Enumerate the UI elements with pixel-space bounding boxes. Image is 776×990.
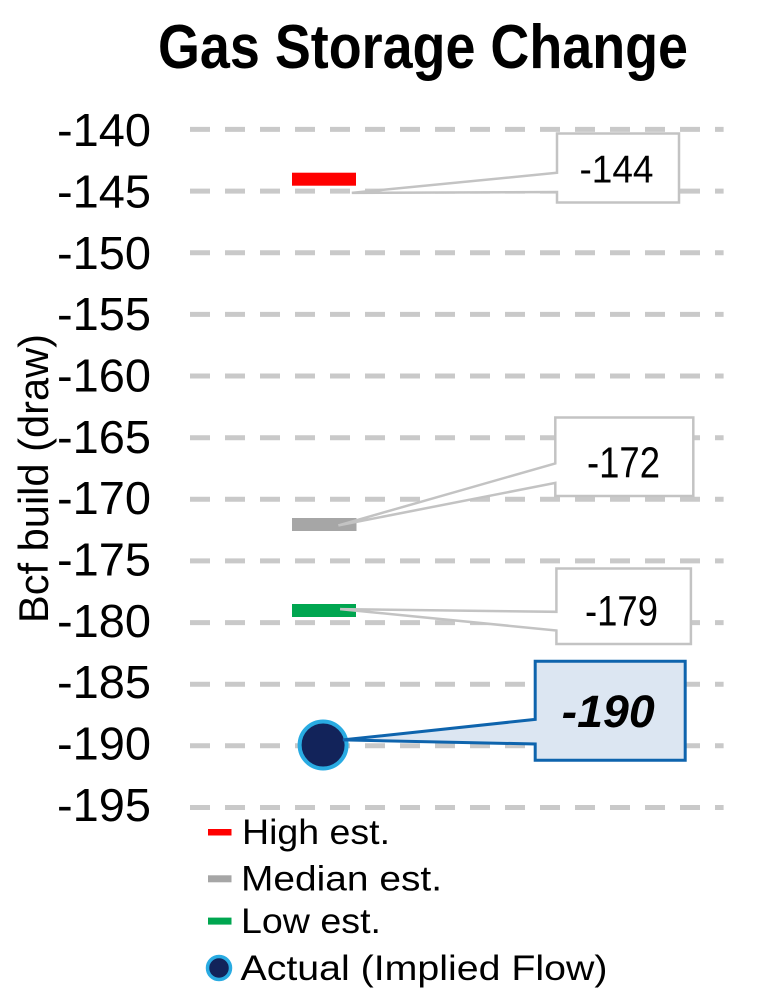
svg-text:-150: -150: [57, 227, 151, 279]
svg-text:-190: -190: [562, 686, 655, 737]
svg-text:Low est.: Low est.: [241, 902, 381, 941]
svg-text:Median est.: Median est.: [241, 860, 442, 899]
svg-text:-179: -179: [585, 588, 658, 636]
svg-text:Actual (Implied Flow): Actual (Implied Flow): [241, 949, 608, 988]
svg-text:Gas Storage Change: Gas Storage Change: [158, 13, 688, 82]
svg-text:-175: -175: [57, 534, 151, 586]
svg-text:-160: -160: [57, 350, 151, 402]
svg-text:-180: -180: [57, 595, 151, 647]
svg-text:-190: -190: [57, 718, 151, 770]
svg-text:-172: -172: [587, 438, 660, 487]
svg-text:-165: -165: [57, 411, 151, 463]
svg-text:-195: -195: [57, 779, 151, 831]
svg-text:Bcf build (draw): Bcf build (draw): [10, 334, 57, 623]
svg-text:-144: -144: [580, 149, 654, 192]
svg-text:-170: -170: [57, 472, 151, 524]
svg-text:-140: -140: [57, 104, 151, 156]
svg-text:High est.: High est.: [242, 813, 390, 852]
svg-text:-155: -155: [57, 288, 151, 340]
svg-text:-145: -145: [57, 166, 151, 218]
svg-text:-185: -185: [57, 656, 151, 708]
